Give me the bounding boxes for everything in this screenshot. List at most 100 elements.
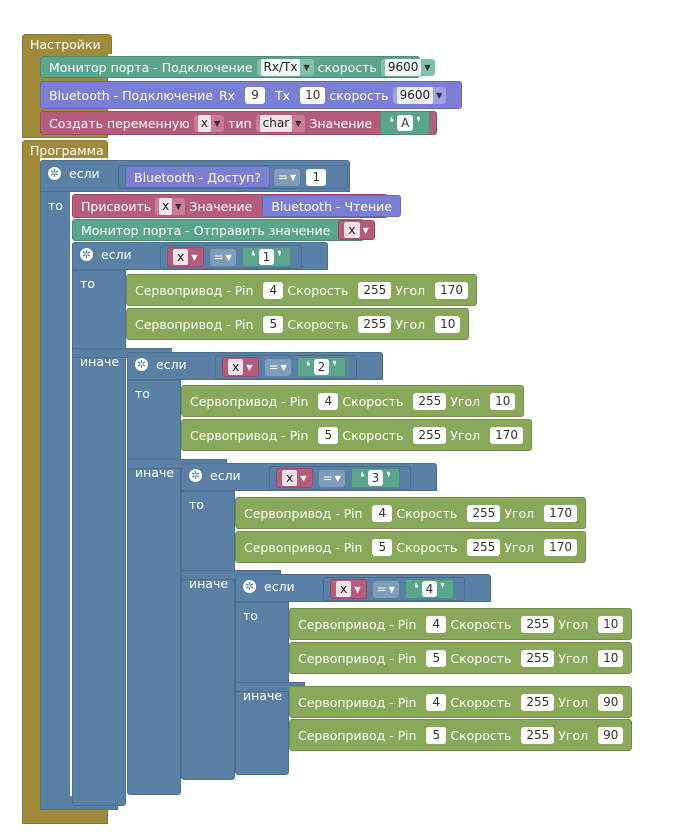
bluetooth-connect-block[interactable]: Bluetooth - Подключение Rx 9 Tx 10 скоро… <box>40 81 462 109</box>
servo-pin-input[interactable]: 5 <box>426 649 447 667</box>
dropdown-arrow-icon: ▼ <box>436 90 443 100</box>
compare-block-3[interactable]: x ▼ = ▼ ❛ 3 ❜ <box>269 466 412 490</box>
bt-read-block[interactable]: Bluetooth - Чтение <box>262 195 401 217</box>
servo-pin-input[interactable]: 5 <box>426 726 447 744</box>
servo-angle-input[interactable]: 170 <box>490 426 524 444</box>
compare-block-1[interactable]: x ▼ = ▼ ❛ 1 ❜ <box>160 245 303 269</box>
servo-label: Сервопривод - Pin <box>190 393 309 409</box>
then-bar-2 <box>127 380 181 463</box>
compare-var[interactable]: x ▼ <box>167 247 204 267</box>
servo-block[interactable]: Сервопривод - Pin 4 Скорость 255 Угол 10 <box>181 385 525 417</box>
then-bar-1 <box>72 270 126 352</box>
servo-angle-input[interactable]: 170 <box>435 281 469 299</box>
servo-speed-input[interactable]: 255 <box>413 426 447 444</box>
servo-angle-input[interactable]: 10 <box>490 392 516 410</box>
servo-angle-input[interactable]: 170 <box>544 504 578 522</box>
compare-value[interactable]: 3 <box>367 470 384 486</box>
equal-operator-dropdown[interactable]: = ▼ <box>209 248 236 266</box>
variable-type-dropdown[interactable]: char ▼ <box>255 114 306 132</box>
servo-speed-input[interactable]: 255 <box>413 392 447 410</box>
serial-send-var[interactable]: x ▼ <box>338 220 375 240</box>
gear-icon[interactable]: ✲ <box>48 167 61 180</box>
servo-pin-input[interactable]: 5 <box>318 426 339 444</box>
servo-block[interactable]: Сервопривод - Pin 4 Скорость 255 Угол 170 <box>235 497 587 529</box>
servo-block[interactable]: Сервопривод - Pin 4 Скорость 255 Угол 10 <box>289 608 633 640</box>
servo-speed-input[interactable]: 255 <box>358 281 392 299</box>
gear-icon[interactable]: ✲ <box>80 248 93 261</box>
assign-var-dropdown[interactable]: x ▼ <box>155 197 186 215</box>
equal-operator-dropdown[interactable]: = ▼ <box>273 168 301 186</box>
serial-connect-block[interactable]: Монитор порта - Подключение Rx/Tx ▼ скоро… <box>40 56 435 78</box>
equal-operator-dropdown[interactable]: = ▼ <box>264 358 291 376</box>
servo-block[interactable]: Сервопривод - Pin 5 Скорость 255 Угол 170 <box>181 419 533 451</box>
bt-available-block[interactable]: Bluetooth - Доступ? <box>125 166 270 188</box>
compare-var[interactable]: x ▼ <box>330 579 367 599</box>
compare-value[interactable]: 4 <box>421 581 438 597</box>
servo-pin-input[interactable]: 4 <box>372 504 393 522</box>
assign-block[interactable]: Присвоить x ▼ Значение Bluetooth - Чтение <box>72 194 401 218</box>
bt-tx-input[interactable]: 10 <box>300 86 326 104</box>
servo-label: Сервопривод - Pin <box>298 694 417 710</box>
servo-block[interactable]: Сервопривод - Pin 5 Скорость 255 Угол 10 <box>289 642 633 674</box>
then-keyword: то <box>189 497 204 512</box>
compare-block-4[interactable]: x ▼ = ▼ ❛ 4 ❜ <box>323 577 466 601</box>
servo-block[interactable]: Сервопривод - Pin 4 Скорость 255 Угол 170 <box>126 274 478 306</box>
dropdown-arrow-icon: ▼ <box>362 225 369 235</box>
servo-speed-input[interactable]: 255 <box>467 538 501 556</box>
servo-speed-label: Скорость <box>342 427 404 443</box>
serial-speed-dropdown[interactable]: 9600 ▼ <box>380 58 435 76</box>
servo-speed-input[interactable]: 255 <box>521 615 555 633</box>
servo-angle-input[interactable]: 10 <box>598 649 624 667</box>
bt-speed-dropdown[interactable]: 9600 ▼ <box>392 86 447 104</box>
servo-pin-input[interactable]: 4 <box>426 615 447 633</box>
compare-text[interactable]: ❛ 1 ❜ <box>241 247 292 267</box>
gear-icon[interactable]: ✲ <box>189 469 202 482</box>
compare-text[interactable]: ❛ 4 ❜ <box>404 579 455 599</box>
servo-angle-input[interactable]: 90 <box>598 726 624 744</box>
compare-text[interactable]: ❛ 2 ❜ <box>296 357 347 377</box>
compare-bt-value[interactable]: 1 <box>306 168 327 186</box>
bt-rx-input[interactable]: 9 <box>245 86 266 104</box>
compare-text[interactable]: ❛ 3 ❜ <box>350 468 401 488</box>
servo-block[interactable]: Сервопривод - Pin 5 Скорость 255 Угол 90 <box>289 719 633 751</box>
compare-block-2[interactable]: x ▼ = ▼ ❛ 2 ❜ <box>215 355 358 379</box>
servo-pin-input[interactable]: 4 <box>318 392 339 410</box>
compare-bt-block[interactable]: Bluetooth - Доступ? = ▼ 1 <box>118 165 348 189</box>
bt-rx-label: Rx <box>218 87 236 103</box>
gear-icon[interactable]: ✲ <box>243 580 256 593</box>
equal-operator-dropdown[interactable]: = ▼ <box>318 469 345 487</box>
serial-port-dropdown[interactable]: Rx/Tx ▼ <box>256 58 314 76</box>
servo-angle-input[interactable]: 170 <box>544 538 578 556</box>
servo-angle-input[interactable]: 10 <box>598 615 624 633</box>
servo-pin-input[interactable]: 5 <box>372 538 393 556</box>
if-keyword: если <box>264 579 295 594</box>
else-keyword: иначе <box>243 688 283 703</box>
servo-block[interactable]: Сервопривод - Pin 5 Скорость 255 Угол 170 <box>235 531 587 563</box>
variable-value-text[interactable]: ❛ A ❜ <box>380 111 431 135</box>
program-bottom-bar <box>22 806 108 824</box>
setup-block-wide <box>22 34 112 54</box>
servo-block[interactable]: Сервопривод - Pin 4 Скорость 255 Угол 90 <box>289 686 633 718</box>
servo-angle-label: Угол <box>450 427 481 443</box>
compare-var[interactable]: x ▼ <box>222 357 259 377</box>
compare-value[interactable]: 1 <box>258 249 275 265</box>
servo-angle-input[interactable]: 90 <box>598 693 624 711</box>
equal-operator-dropdown[interactable]: = ▼ <box>372 580 399 598</box>
compare-var[interactable]: x ▼ <box>276 468 313 488</box>
servo-pin-input[interactable]: 4 <box>263 281 284 299</box>
setup-label: Настройки <box>30 37 101 52</box>
servo-pin-input[interactable]: 4 <box>426 693 447 711</box>
servo-speed-input[interactable]: 255 <box>521 726 555 744</box>
variable-name-dropdown[interactable]: x ▼ <box>193 114 225 132</box>
servo-pin-input[interactable]: 5 <box>263 315 284 333</box>
servo-angle-input[interactable]: 10 <box>435 315 461 333</box>
create-variable-block[interactable]: Создать переменную x ▼ тип char ▼ Значение… <box>40 111 437 135</box>
serial-send-block[interactable]: Монитор порта - Отправить значение x ▼ <box>72 219 375 241</box>
compare-value[interactable]: 2 <box>313 359 330 375</box>
servo-speed-input[interactable]: 255 <box>521 693 555 711</box>
servo-speed-input[interactable]: 255 <box>467 504 501 522</box>
servo-block[interactable]: Сервопривод - Pin 5 Скорость 255 Угол 10 <box>126 308 470 340</box>
servo-speed-input[interactable]: 255 <box>358 315 392 333</box>
servo-speed-input[interactable]: 255 <box>521 649 555 667</box>
gear-icon[interactable]: ✲ <box>135 358 148 371</box>
